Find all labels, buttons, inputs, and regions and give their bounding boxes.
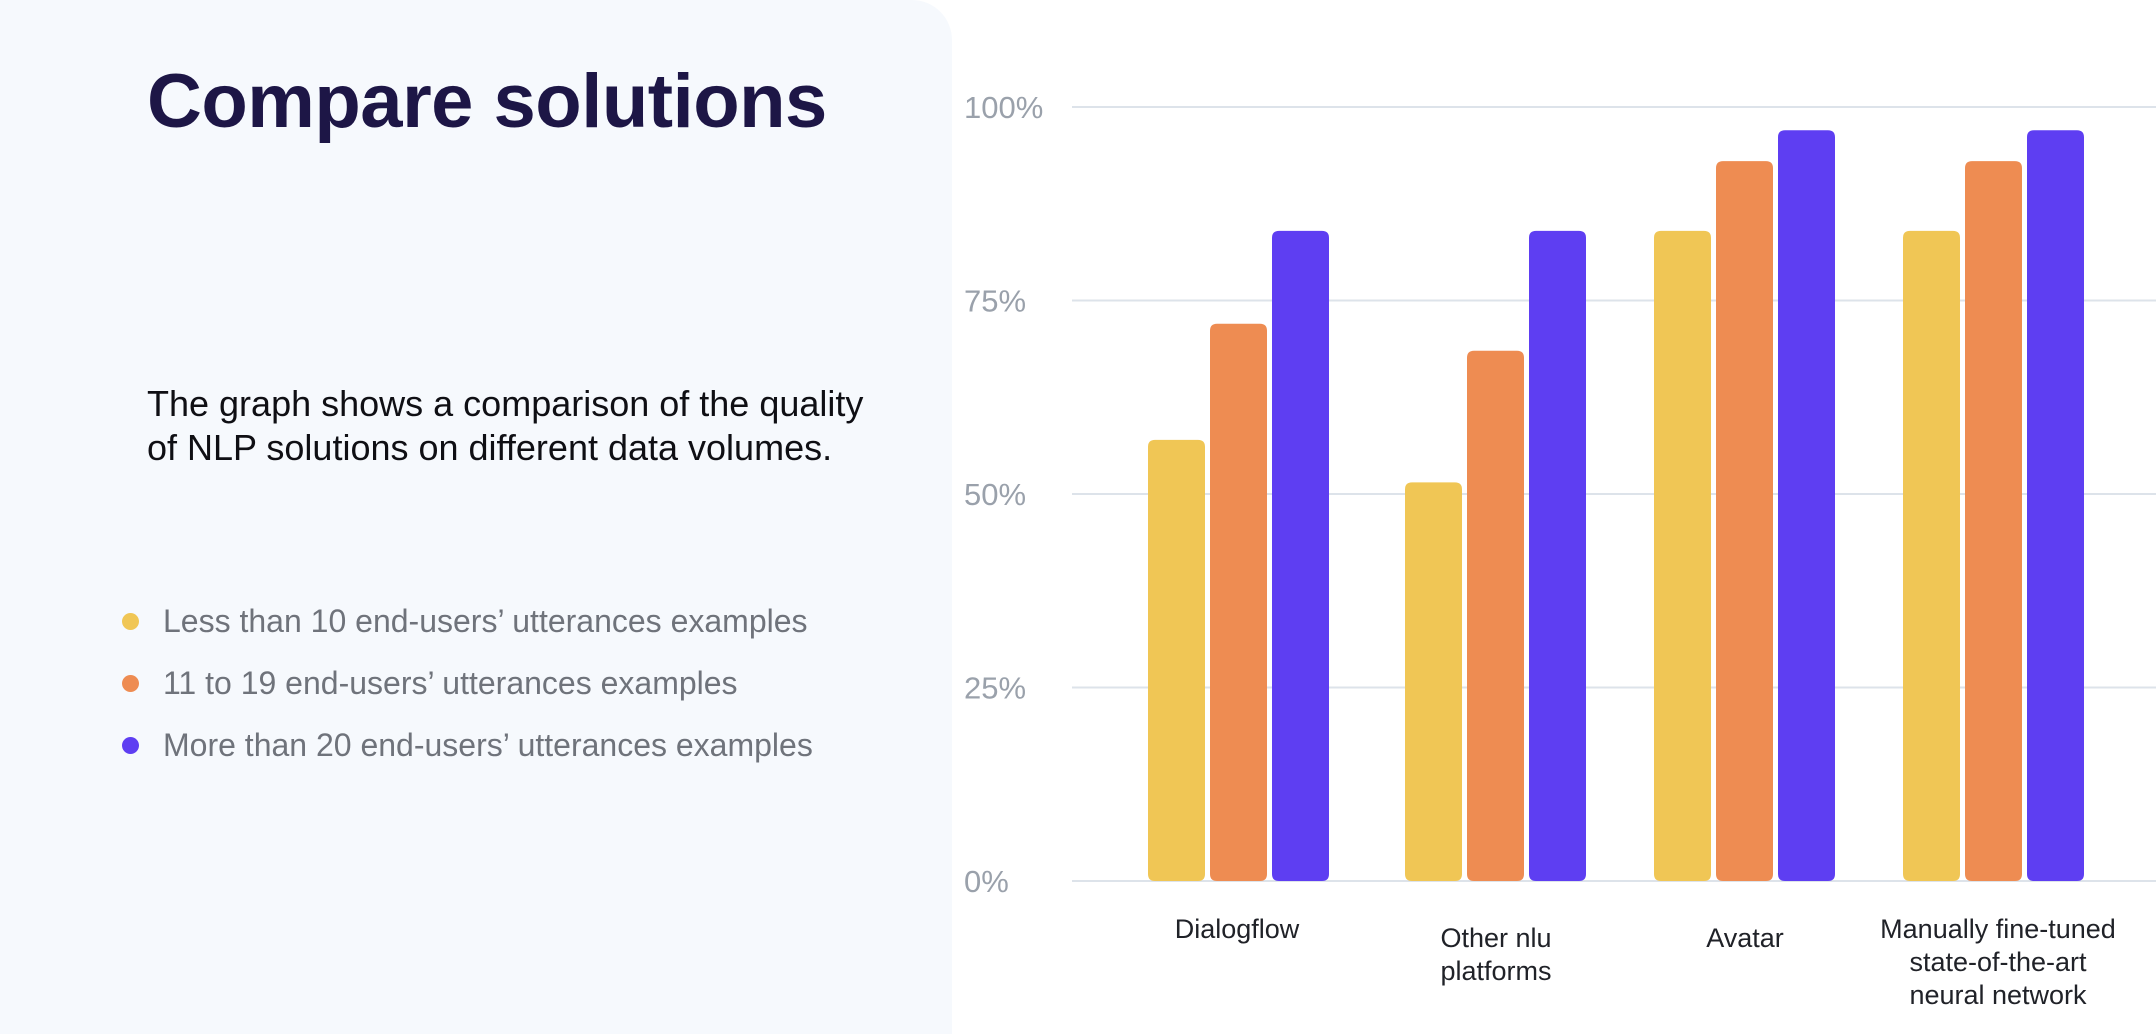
bar — [1467, 350, 1524, 881]
bar — [1903, 230, 1960, 882]
legend-dot-icon — [122, 674, 139, 692]
bar-chart: 0% 25% 50% 75% 100% Dialogflow Other nlu platf… — [964, 90, 2156, 1010]
bar — [1716, 161, 1773, 881]
legend-label: 11 to 19 end-users’ utterances examples — [163, 664, 738, 701]
page-title: Compare solutions — [147, 59, 827, 144]
x-axis-categories: Dialogflow Other nlu platforms Avatar Manual… — [1175, 914, 2116, 1010]
legend-label: More than 20 end-users’ utterances examp… — [163, 726, 813, 763]
bar — [1529, 230, 1586, 882]
bar — [2027, 130, 2084, 882]
legend-dot-icon — [122, 736, 139, 754]
bar-group — [1405, 230, 1586, 882]
bar — [1148, 439, 1205, 881]
bar-group — [1148, 230, 1329, 882]
y-tick-label: 100% — [964, 90, 1043, 125]
bar — [1778, 130, 1835, 882]
bar-group — [1654, 130, 1835, 882]
chart-legend: Less than 10 end-users’ utterances examp… — [122, 590, 813, 776]
legend-item-under-10: Less than 10 end-users’ utterances examp… — [122, 590, 813, 652]
bars-layer — [1148, 130, 2084, 882]
bar — [1210, 323, 1267, 882]
x-category-label-line: platforms — [1440, 956, 1551, 986]
legend-item-over-20: More than 20 end-users’ utterances examp… — [122, 714, 813, 776]
legend-label: Less than 10 end-users’ utterances examp… — [163, 602, 808, 639]
x-category-label-line: state-of-the-art — [1909, 947, 2087, 977]
y-tick-label: 75% — [964, 284, 1026, 319]
x-category-label: Avatar — [1706, 923, 1784, 953]
x-category-label: Dialogflow — [1175, 914, 1300, 944]
x-category-label-line: neural network — [1909, 980, 2087, 1010]
y-tick-label: 0% — [964, 864, 1009, 899]
bar — [1272, 230, 1329, 882]
legend-dot-icon — [122, 612, 139, 630]
x-category-label: Manually fine-tuned state-of-the-art neura… — [1880, 914, 2116, 1010]
bar — [1405, 482, 1462, 881]
x-category-label-line: Dialogflow — [1175, 914, 1300, 944]
y-tick-label: 25% — [964, 671, 1026, 706]
y-tick-label: 50% — [964, 477, 1026, 512]
bar-group — [1903, 130, 2084, 882]
bar — [1654, 230, 1711, 882]
x-category-label-line: Manually fine-tuned — [1880, 914, 2116, 944]
x-category-label-line: Avatar — [1706, 923, 1784, 953]
chart-description: The graph shows a comparison of the qual… — [147, 383, 864, 468]
x-category-label-line: Other nlu — [1440, 923, 1551, 953]
x-category-label: Other nlu platforms — [1440, 923, 1551, 986]
bar — [1965, 161, 2022, 881]
legend-item-11-to-19: 11 to 19 end-users’ utterances examples — [122, 652, 813, 714]
y-axis-ticks: 0% 25% 50% 75% 100% — [964, 90, 1043, 899]
left-panel: Compare solutions The graph shows a comp… — [0, 0, 952, 1034]
